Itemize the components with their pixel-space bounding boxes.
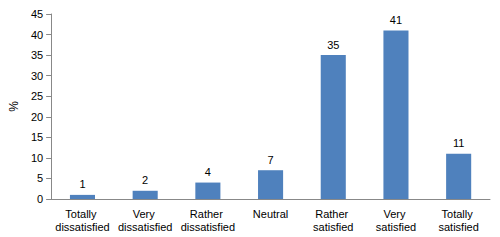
svg-text:40: 40	[31, 29, 43, 41]
svg-text:dissatisfied: dissatisfied	[55, 221, 109, 233]
svg-text:satisfied: satisfied	[376, 221, 416, 233]
svg-text:35: 35	[31, 49, 43, 61]
svg-text:30: 30	[31, 70, 43, 82]
svg-text:dissatisfied: dissatisfied	[181, 221, 235, 233]
svg-text:Totally: Totally	[442, 208, 476, 220]
svg-text:%: %	[7, 101, 21, 112]
svg-text:11: 11	[453, 137, 464, 149]
svg-text:Totally: Totally	[65, 208, 99, 220]
svg-text:0: 0	[37, 193, 43, 205]
svg-text:dissatisfied: dissatisfied	[118, 221, 172, 233]
svg-text:20: 20	[31, 111, 43, 123]
svg-text:4: 4	[205, 166, 211, 178]
svg-text:satisfied: satisfied	[313, 221, 353, 233]
svg-text:Very: Very	[383, 208, 408, 220]
svg-text:Rather: Rather	[315, 208, 351, 220]
svg-text:15: 15	[31, 131, 43, 143]
svg-text:10: 10	[31, 152, 43, 164]
svg-text:45: 45	[31, 8, 43, 20]
svg-text:Neutral: Neutral	[253, 208, 288, 220]
svg-text:1: 1	[79, 178, 85, 190]
svg-text:Rather: Rather	[190, 208, 226, 220]
svg-text:5: 5	[37, 172, 43, 184]
svg-text:25: 25	[31, 90, 43, 102]
svg-text:satisfied: satisfied	[438, 221, 478, 233]
svg-text:2: 2	[142, 174, 148, 186]
svg-text:7: 7	[268, 154, 274, 166]
svg-text:35: 35	[327, 39, 339, 51]
svg-text:Very: Very	[133, 208, 158, 220]
svg-text:41: 41	[390, 14, 402, 26]
